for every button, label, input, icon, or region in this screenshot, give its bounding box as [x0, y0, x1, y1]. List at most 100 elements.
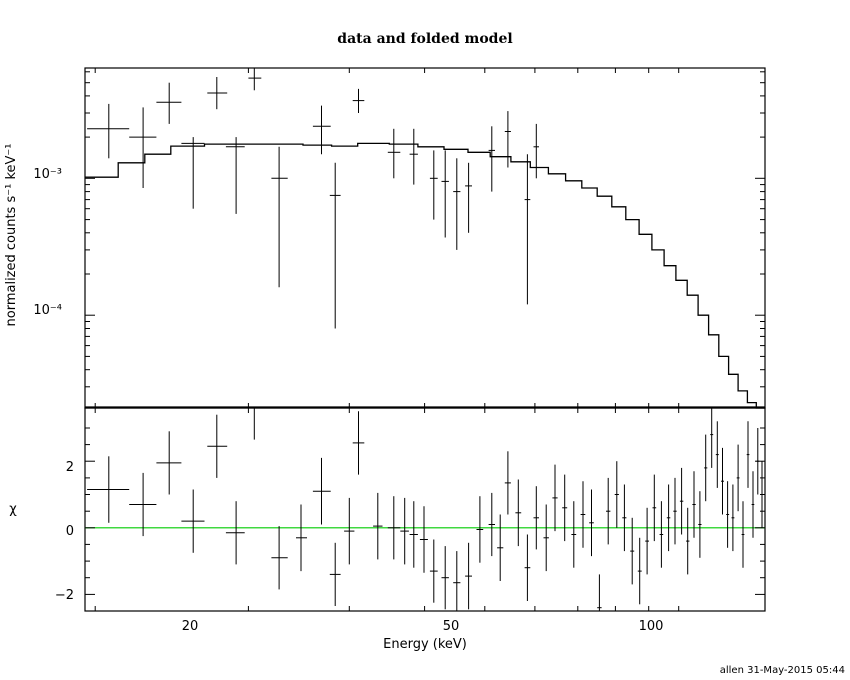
residual-point [589, 489, 594, 557]
x-tick-label-20: 20 [182, 619, 199, 634]
residual-point [731, 484, 735, 552]
data-point [429, 150, 438, 220]
x-tick-label-100: 100 [639, 619, 664, 634]
residual-point [409, 501, 418, 568]
residual-point [606, 477, 611, 545]
residual-point [659, 501, 664, 568]
residual-point [622, 484, 627, 552]
data-point [329, 162, 341, 329]
residual-point [312, 457, 331, 525]
footer-timestamp: allen 31-May-2015 05:44 [720, 665, 845, 676]
residual-point [673, 477, 677, 545]
chi-tick-label-2: 2 [66, 460, 74, 475]
residual-point [543, 504, 549, 572]
residual-point [488, 492, 495, 557]
data-point [465, 162, 472, 233]
residual-point [686, 507, 690, 575]
data-point [225, 137, 245, 214]
residual-point [504, 451, 511, 515]
data-point [504, 111, 511, 168]
data-layer [87, 68, 539, 329]
data-point [352, 88, 365, 113]
residual-point [571, 501, 577, 568]
residual-point [710, 408, 714, 468]
residual-point [736, 444, 740, 512]
data-point [181, 137, 205, 209]
residual-point [87, 456, 130, 523]
residual-point [645, 507, 649, 575]
chart-title: data and folded model [337, 31, 512, 47]
data-point [248, 68, 262, 91]
residual-x-ticks [94, 408, 680, 611]
residual-point [580, 481, 586, 548]
residual-point [679, 467, 684, 535]
model-step-line [85, 142, 765, 409]
residual-point [760, 461, 764, 528]
residual-point [329, 542, 341, 606]
residual-point [630, 517, 635, 585]
residual-point [751, 471, 755, 538]
residual-point [666, 484, 671, 552]
data-point [312, 105, 331, 155]
data-point [387, 128, 401, 179]
residual-point [497, 514, 504, 581]
residual-point [721, 447, 724, 515]
residual-point [352, 411, 365, 475]
residual-point [429, 539, 438, 603]
residual-point [746, 421, 750, 488]
residual-point [756, 428, 760, 495]
spectrum-y-ticks [85, 71, 765, 388]
data-point [409, 128, 418, 185]
residual-point [453, 551, 461, 611]
residual-point [652, 474, 657, 542]
residual-point [726, 481, 730, 548]
residual-point [704, 434, 708, 502]
data-point [87, 103, 130, 159]
residual-point [597, 574, 602, 611]
chi-tick-label-0: 0 [66, 524, 74, 539]
residual-y-axis-label: χ [9, 502, 17, 517]
spectrum-panel: 10⁻³ 10⁻⁴ normalized counts s⁻¹ keV⁻¹ [4, 67, 766, 409]
residual-point [562, 474, 568, 542]
y-tick-label-1e-4: 10⁻⁴ [33, 303, 62, 318]
residual-point [715, 421, 719, 488]
residual-point [129, 472, 157, 537]
residual-point [692, 471, 696, 538]
spectrum-plot-frame [84, 67, 766, 409]
y-tick-label-1e-3: 10⁻³ [33, 167, 62, 182]
data-point [533, 123, 539, 179]
data-point [524, 154, 531, 305]
spectrum-y-axis-label: normalized counts s⁻¹ keV⁻¹ [4, 144, 19, 327]
data-point [156, 82, 182, 124]
residual-point [400, 497, 409, 565]
residual-point [156, 431, 182, 495]
residual-point [524, 534, 531, 601]
x-axis-label: Energy (keV) [383, 637, 467, 652]
data-point [129, 107, 157, 188]
data-point [453, 158, 461, 250]
data-point [441, 150, 449, 238]
residual-panel: 2 0 −2 χ 20 50 100 Energy (keV) [9, 407, 766, 652]
residual-point [614, 461, 619, 528]
residual-layer [87, 407, 764, 611]
residual-plot-frame [84, 407, 766, 612]
x-tick-label-50: 50 [443, 619, 460, 634]
data-point [488, 126, 495, 192]
model-layer [85, 142, 765, 409]
residual-point [552, 464, 558, 532]
data-point [207, 77, 228, 110]
residual-point [533, 486, 539, 550]
data-point [271, 146, 288, 288]
spectrum-x-ticks [94, 68, 680, 408]
residual-point [296, 504, 307, 572]
residual-point [248, 407, 262, 440]
residual-y-ticks [85, 427, 765, 595]
residual-point [698, 491, 702, 558]
residual-point [181, 489, 205, 553]
chi-tick-label-minus2: −2 [55, 588, 74, 603]
residual-point [441, 546, 449, 610]
residual-point [637, 537, 642, 605]
residual-point [271, 526, 288, 590]
residual-point [476, 496, 484, 563]
